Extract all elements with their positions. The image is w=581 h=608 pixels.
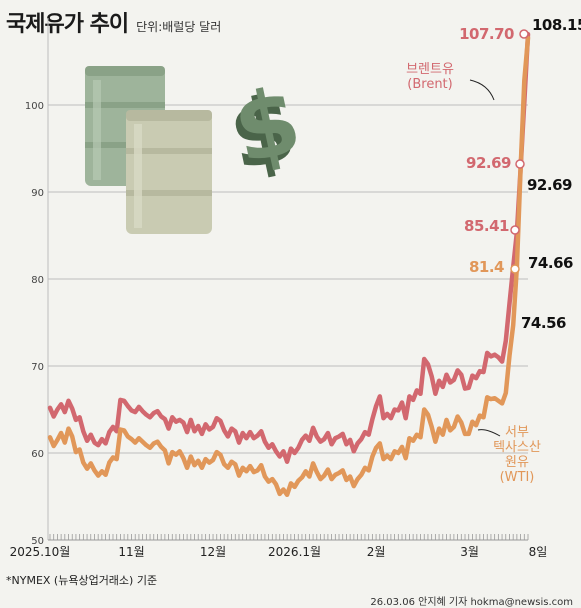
- data-marker: [510, 264, 520, 274]
- brent-series-line: [47, 31, 531, 464]
- x-axis: 2025.10월 11월 12월 2026.1월 2월 3월 8일: [10, 534, 548, 559]
- brent-data-label: 92.69: [527, 176, 572, 194]
- x-tick-label: 11월: [118, 545, 144, 559]
- chart-header: 국제유가 추이 단위:배럴당 달러: [6, 6, 222, 37]
- wti-data-label: 92.69: [466, 154, 511, 172]
- data-marker: [519, 29, 529, 39]
- wti-data-label: 81.4: [469, 258, 504, 276]
- credit: 26.03.06 안지혜 기자 hokma@newsis.com: [370, 597, 573, 608]
- dollar-sign-icon: $ $: [220, 67, 309, 192]
- chart-title: 국제유가 추이: [6, 12, 129, 37]
- y-tick-label: 80: [31, 275, 44, 286]
- wti-data-label: 85.41: [464, 217, 509, 235]
- y-tick-label: 100: [25, 101, 44, 112]
- wti-data-label: 74.66: [528, 254, 573, 272]
- x-tick-label: 3월: [460, 545, 479, 559]
- wti-leader-line: [477, 429, 501, 437]
- brent-legend-label: 브렌트유 (Brent): [406, 62, 454, 92]
- oil-barrel-icon: [126, 110, 212, 234]
- chart-unit: 단위:배럴당 달러: [136, 20, 222, 34]
- wti-legend-label: 서부 텍사스산 원유 (WTI): [493, 425, 541, 485]
- data-marker: [515, 159, 525, 169]
- y-tick-label: 60: [31, 449, 44, 460]
- footnote: *NYMEX (뉴욕상업거래소) 기준: [6, 574, 158, 587]
- wti-series-line: [47, 35, 531, 498]
- x-tick-label: 12월: [200, 545, 226, 559]
- brent-data-label: 74.56: [521, 314, 566, 332]
- brent-leader-line: [469, 79, 495, 101]
- y-tick-label: 70: [31, 362, 44, 373]
- y-tick-label: 90: [31, 188, 44, 199]
- x-tick-label-day: 8일: [529, 545, 548, 559]
- brent-data-label: 108.15: [532, 16, 581, 34]
- y-tick-label: 50: [31, 536, 44, 547]
- illustration: $ $: [85, 66, 310, 234]
- wti-data-label: 107.70: [459, 25, 514, 43]
- data-marker: [510, 225, 520, 235]
- x-tick-label: 2026.1월: [268, 545, 321, 559]
- x-tick-label: 2월: [367, 545, 386, 559]
- series-layer: [47, 31, 531, 498]
- x-tick-label: 2025.10월: [10, 545, 71, 559]
